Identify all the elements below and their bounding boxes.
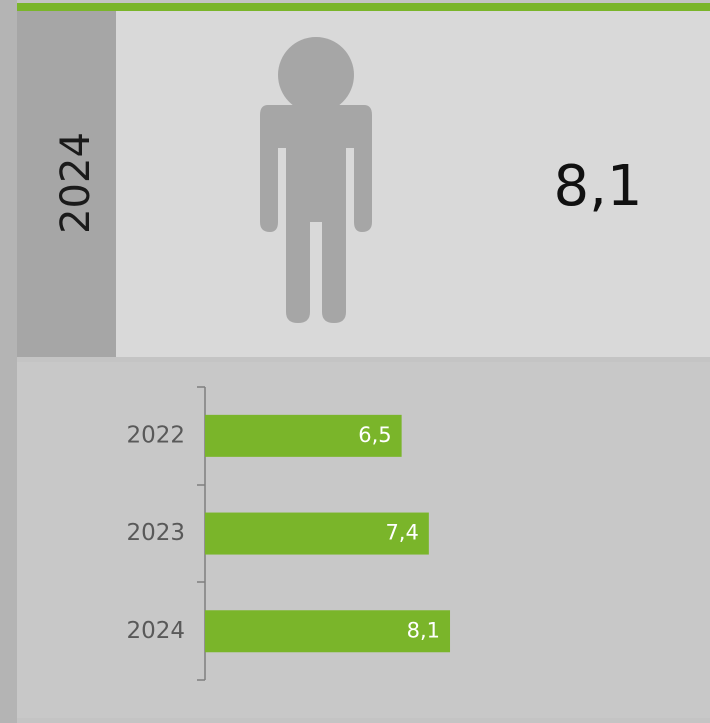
edge: [0, 0, 17, 723]
bar: [205, 512, 429, 555]
value-label: 8,1: [407, 618, 440, 642]
accent-bar: [17, 3, 710, 11]
category-label: 2022: [126, 422, 185, 448]
person-icon: [260, 37, 372, 323]
category-label: 2023: [126, 520, 185, 546]
value-label: 6,5: [358, 423, 391, 447]
highlight-year: 2024: [53, 132, 99, 234]
year-strip: [17, 11, 116, 357]
category-label: 2024: [126, 618, 185, 644]
highlight-value: 8,1: [553, 154, 642, 219]
bar: [205, 414, 402, 457]
value-label: 7,4: [385, 521, 418, 545]
bar: [205, 610, 451, 653]
